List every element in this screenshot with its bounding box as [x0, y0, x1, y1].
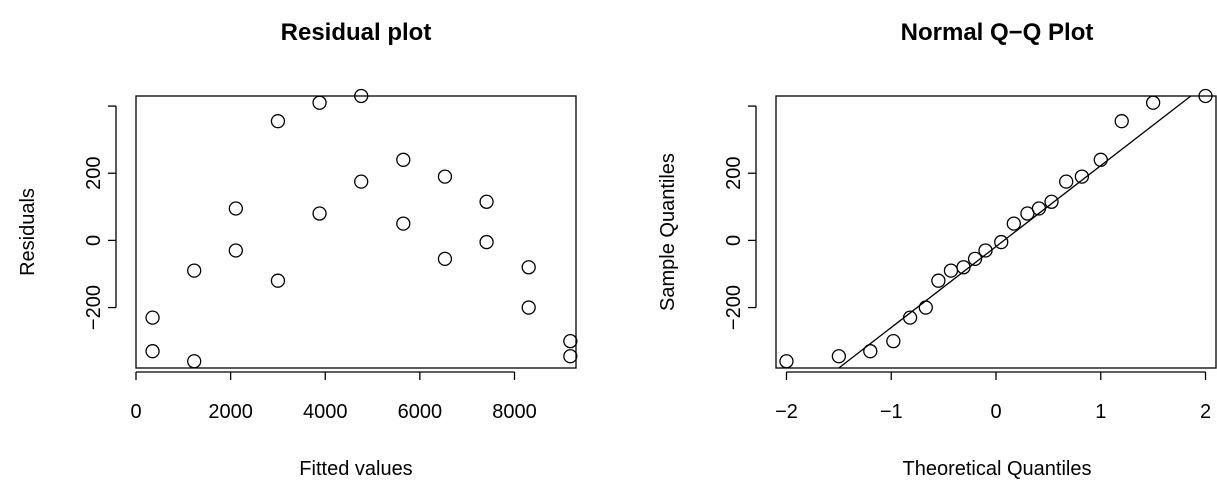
residual-plot-point	[187, 263, 202, 278]
residual-plot-point	[145, 344, 160, 359]
qq-plot-point	[931, 273, 946, 288]
residual-plot-point	[521, 300, 536, 315]
qq-plot-y-tick-label: 0	[723, 235, 745, 246]
residual-plot-y-axis: −200 0 200	[83, 105, 117, 330]
residual-plot-point	[228, 201, 243, 216]
qq-plot-point	[831, 349, 847, 364]
qq-plot-x-tick-label: −2	[775, 401, 798, 423]
residual-plot-y-tick-label: 200	[83, 157, 105, 190]
residual-plot-point	[270, 114, 286, 129]
qq-plot-x-axis-label: Theoretical Quantiles	[903, 458, 1092, 480]
qq-plot-point	[779, 354, 794, 369]
residual-plot-point	[312, 95, 327, 110]
residual-plot-x-axis-label: Fitted values	[299, 458, 412, 480]
residual-plot-x-tick-label: 0	[130, 401, 141, 423]
qq-plot-panel: Normal Q−Q Plot −2 −1 0 1 2 −200 0 200 Theoret…	[657, 19, 1217, 480]
residual-plot-panel: Residual plot 0 2000 4000 6000 8000 −200 0 200…	[17, 19, 578, 480]
residual-plot-frame	[135, 95, 577, 369]
residual-plot-point	[479, 234, 494, 250]
qq-plot-point	[886, 333, 901, 349]
residual-plot-y-tick-label: −200	[83, 285, 105, 330]
residual-plot-x-tick-label: 4000	[303, 401, 348, 423]
residual-plot-point	[354, 174, 369, 189]
residual-plot-y-tick-label: 0	[83, 235, 105, 246]
qq-plot-point	[1198, 88, 1213, 104]
qq-reference-line	[838, 95, 1192, 369]
residual-plot-x-tick-label: 6000	[398, 401, 443, 423]
qq-plot-x-tick-label: −1	[880, 401, 903, 423]
qq-plot-point	[1114, 114, 1129, 129]
residual-plot-point	[312, 206, 327, 221]
qq-plot-frame	[775, 95, 1217, 369]
qq-plot-point	[1044, 194, 1059, 209]
residual-plot-point	[437, 169, 453, 184]
qq-plot-point	[943, 263, 959, 278]
qq-plot-point	[918, 300, 933, 315]
residual-plot-points	[145, 88, 578, 369]
qq-plot-points	[779, 88, 1213, 369]
residual-plot-point	[270, 273, 286, 288]
residual-plot-x-tick-label: 8000	[492, 401, 537, 423]
qq-plot-point	[994, 234, 1009, 250]
residual-plot-point	[228, 243, 243, 258]
residual-plot-point	[479, 194, 494, 209]
residual-plot-point	[563, 333, 578, 349]
qq-plot-point	[967, 251, 983, 267]
qq-plot-x-tick-label: 0	[990, 401, 1001, 423]
qq-plot-point	[863, 344, 878, 359]
qq-plot-point	[1145, 95, 1161, 110]
qq-plot-x-tick-label: 1	[1095, 401, 1106, 423]
residual-plot-title: Residual plot	[281, 19, 432, 46]
residual-plot-point	[521, 260, 536, 275]
qq-plot-point	[1074, 169, 1090, 184]
residual-plot-point	[396, 152, 411, 167]
qq-plot-point	[1031, 201, 1047, 216]
residual-plot-point	[145, 310, 160, 325]
qq-plot-x-axis: −2 −1 0 1 2	[775, 371, 1211, 423]
qq-plot-point	[902, 310, 918, 325]
qq-plot-point	[1006, 216, 1021, 231]
qq-plot-y-axis-label: Sample Quantiles	[657, 153, 679, 311]
qq-plot-point	[1093, 152, 1108, 167]
qq-plot-point	[956, 260, 971, 275]
qq-plot-x-tick-label: 2	[1200, 401, 1211, 423]
residual-plot-point	[563, 349, 578, 364]
residual-plot-x-tick-label: 2000	[208, 401, 253, 423]
qq-plot-y-tick-label: 200	[723, 157, 745, 190]
qq-plot-point	[978, 243, 993, 258]
qq-plot-y-axis: −200 0 200	[723, 105, 757, 330]
residual-plot-point	[187, 354, 202, 369]
residual-plot-point	[354, 88, 369, 104]
qq-plot-point	[1059, 174, 1074, 189]
qq-plot-y-tick-label: −200	[723, 285, 745, 330]
qq-plot-title: Normal Q−Q Plot	[901, 19, 1094, 46]
residual-plot-point	[437, 251, 453, 267]
residual-plot-y-axis-label: Residuals	[17, 188, 39, 276]
residual-plot-x-axis: 0 2000 4000 6000 8000	[130, 371, 537, 423]
residual-plot-point	[396, 216, 411, 231]
